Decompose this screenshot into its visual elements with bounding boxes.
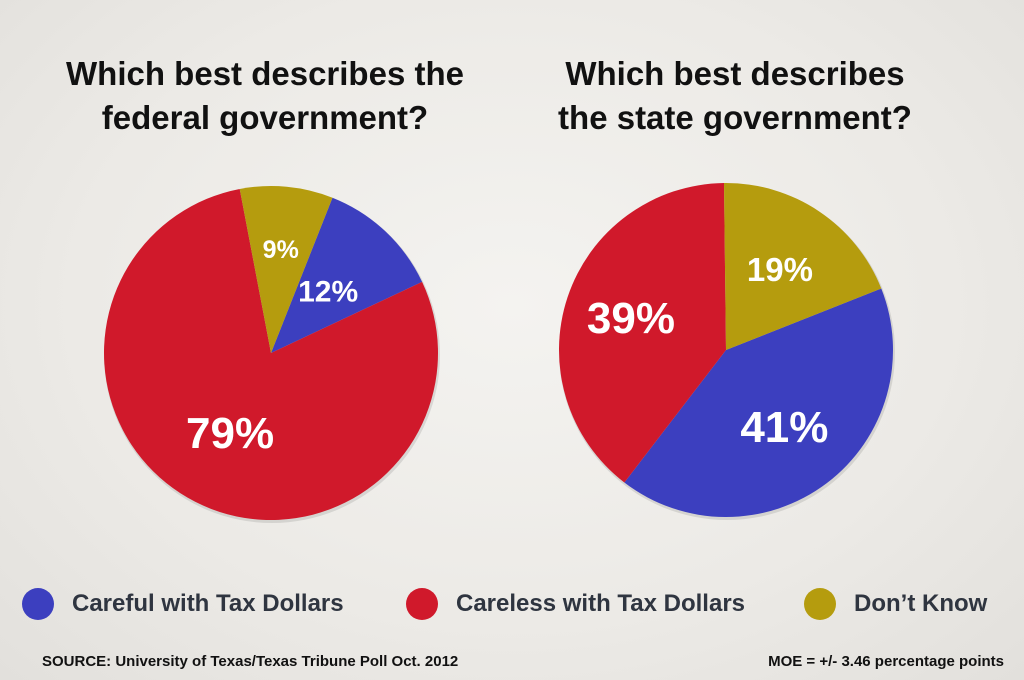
legend-label-careful: Careful with Tax Dollars xyxy=(72,590,344,617)
legend-label-dont-know: Don’t Know xyxy=(854,590,988,617)
legend-label-careless: Careless with Tax Dollars xyxy=(456,590,746,617)
legend-item-careful: Careful with Tax Dollars xyxy=(22,586,344,622)
federal-data-label-careful: 12% xyxy=(298,276,358,309)
state-data-label-dont-know: 19% xyxy=(747,251,813,288)
legend-item-dont-know: Don’t Know xyxy=(804,586,987,622)
legend-swatch-careless xyxy=(406,588,438,620)
state-chart-title: Which best describes the state governmen… xyxy=(500,52,970,140)
federal-slice-careless xyxy=(104,188,439,521)
state-data-label-careful: 41% xyxy=(740,403,828,452)
state-title-line-2: the state government? xyxy=(558,99,912,136)
margin-of-error-note: MOE = +/- 3.46 percentage points xyxy=(768,653,1004,670)
state-pie-chart: 41% 39% 19% xyxy=(559,183,895,520)
federal-slice-dont-know xyxy=(239,186,333,353)
federal-slice-careful xyxy=(271,197,423,353)
state-slice-careful xyxy=(624,288,894,517)
state-title-line-1: Which best describes xyxy=(565,55,905,92)
source-note: SOURCE: University of Texas/Texas Tribun… xyxy=(42,653,459,670)
state-data-label-careless: 39% xyxy=(587,294,675,343)
federal-title-line-2: federal government? xyxy=(101,99,429,136)
state-slice-careless xyxy=(559,183,726,483)
federal-chart-title: Which best describes the federal governm… xyxy=(30,52,500,140)
federal-pie-chart: 12% 79% 9% xyxy=(104,186,440,523)
federal-title-line-1: Which best describes the xyxy=(66,55,464,92)
legend-swatch-dont-know xyxy=(804,588,836,620)
legend-item-careless: Careless with Tax Dollars xyxy=(406,586,745,622)
state-slice-dont-know xyxy=(723,183,882,350)
legend: Careful with Tax Dollars Careless with T… xyxy=(22,586,1012,622)
legend-swatch-careful xyxy=(22,588,54,620)
federal-data-label-dont-know: 9% xyxy=(263,236,299,264)
federal-data-label-careless: 79% xyxy=(186,409,274,458)
